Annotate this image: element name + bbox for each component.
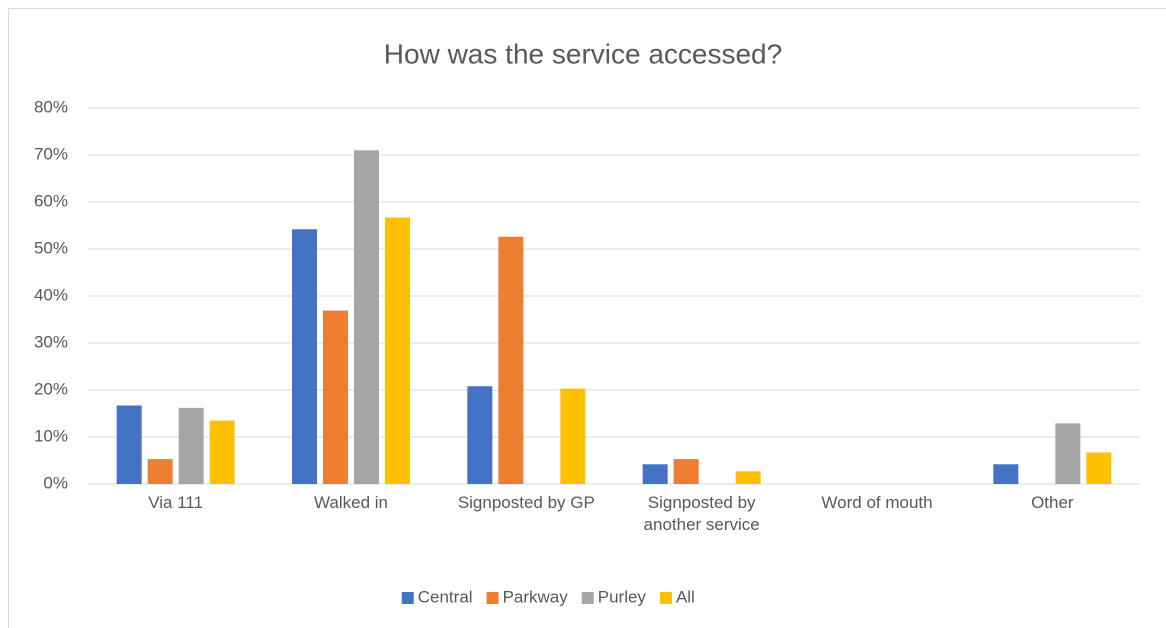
y-tick-label: 60% xyxy=(34,191,68,210)
bar xyxy=(1055,423,1081,484)
legend-label: Parkway xyxy=(503,587,569,606)
chart-title: How was the service accessed? xyxy=(384,38,782,69)
x-tick-label: Signposted by GP xyxy=(457,493,595,512)
bar xyxy=(1086,452,1112,484)
bar xyxy=(498,236,524,484)
bar xyxy=(642,464,668,484)
bar xyxy=(209,420,235,484)
bar xyxy=(385,217,410,484)
x-tick-label: Signposted by another service xyxy=(643,493,760,534)
legend-swatch xyxy=(659,592,672,604)
legend-swatch xyxy=(401,592,414,604)
legend-swatch xyxy=(581,592,594,604)
legend-label: Purley xyxy=(598,587,647,606)
x-tick-label: Other xyxy=(1031,493,1074,512)
bar xyxy=(323,310,348,484)
bar xyxy=(673,459,699,484)
legend-label: All xyxy=(676,587,695,606)
x-tick-label: Via 111 xyxy=(148,493,204,512)
bar xyxy=(993,464,1019,484)
x-tick-label: Word of mouth xyxy=(821,493,933,512)
y-tick-label: 10% xyxy=(34,426,68,445)
y-tick-label: 40% xyxy=(34,285,68,304)
y-tick-label: 80% xyxy=(34,97,68,116)
bar xyxy=(116,405,142,484)
bar xyxy=(147,459,173,484)
bar xyxy=(560,388,586,484)
legend-label: Central xyxy=(418,587,473,606)
x-tick-label: Walked in xyxy=(313,493,388,512)
y-tick-label: 70% xyxy=(34,144,68,163)
bar xyxy=(354,150,379,485)
y-tick-label: 0% xyxy=(43,473,68,492)
y-tick-label: 50% xyxy=(34,238,68,257)
bar xyxy=(467,386,493,484)
y-tick-label: 30% xyxy=(34,332,68,351)
bar xyxy=(178,407,204,484)
chart-border xyxy=(8,8,1166,628)
bar xyxy=(292,229,317,484)
legend-swatch xyxy=(486,592,499,604)
bar xyxy=(735,471,761,484)
y-tick-label: 20% xyxy=(34,379,68,398)
